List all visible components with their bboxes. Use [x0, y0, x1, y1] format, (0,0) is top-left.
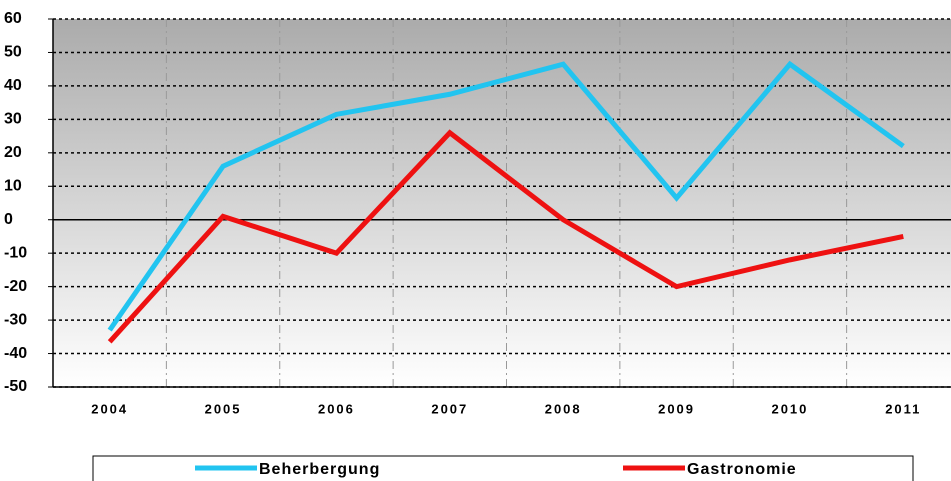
y-tick-label: 0 [4, 211, 13, 228]
x-tick-label: 2007 [431, 401, 468, 416]
x-tick-label: 2008 [545, 401, 582, 416]
legend-label: Beherbergung [259, 461, 380, 478]
y-tick-label: -40 [4, 345, 27, 362]
y-tick-label: 40 [4, 77, 22, 94]
series-line [107, 60, 905, 332]
y-tick-label: 30 [4, 111, 22, 128]
x-tick-label: 2005 [205, 401, 242, 416]
y-tick-label: 60 [4, 10, 22, 27]
y-tick-label: -20 [4, 278, 27, 295]
y-tick-label: -50 [4, 378, 27, 395]
x-tick-label: 2006 [318, 401, 355, 416]
x-tick-label: 2011 [885, 401, 921, 416]
x-tick-label: 2010 [771, 401, 808, 416]
legend-label: Gastronomie [687, 461, 797, 478]
y-tick-label: 50 [4, 44, 22, 61]
y-tick-label: 20 [4, 144, 22, 161]
y-tick-label: -30 [4, 311, 27, 328]
x-tick-label: 2009 [658, 401, 695, 416]
plot-area [53, 19, 951, 387]
x-tick-label: 2004 [91, 401, 128, 416]
y-tick-label: 10 [4, 177, 22, 194]
series-line [107, 129, 904, 344]
y-tick-label: -10 [4, 244, 27, 261]
